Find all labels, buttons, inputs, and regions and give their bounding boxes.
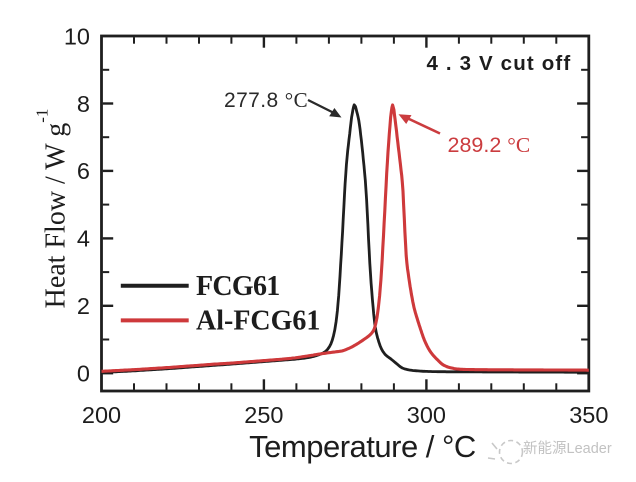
svg-text:200: 200 — [82, 402, 121, 428]
svg-text:300: 300 — [407, 402, 446, 428]
svg-text:6: 6 — [77, 158, 90, 184]
svg-text:2: 2 — [77, 293, 90, 319]
svg-text:289.2 °C: 289.2 °C — [448, 133, 531, 157]
svg-text:Al-FCG61: Al-FCG61 — [196, 306, 320, 337]
svg-text:277.8 °C: 277.8 °C — [224, 88, 308, 112]
svg-text:8: 8 — [77, 91, 90, 117]
svg-text:10: 10 — [64, 23, 90, 49]
svg-text:350: 350 — [569, 402, 608, 428]
svg-text:0: 0 — [77, 361, 90, 387]
svg-text:4 . 3 V cut off: 4 . 3 V cut off — [427, 52, 572, 75]
svg-text:4: 4 — [77, 226, 90, 252]
svg-text:Temperature / °C: Temperature / °C — [249, 429, 476, 464]
svg-text:FCG61: FCG61 — [196, 271, 280, 302]
svg-text:250: 250 — [244, 402, 283, 428]
svg-text:新能源Leader: 新能源Leader — [523, 440, 612, 457]
